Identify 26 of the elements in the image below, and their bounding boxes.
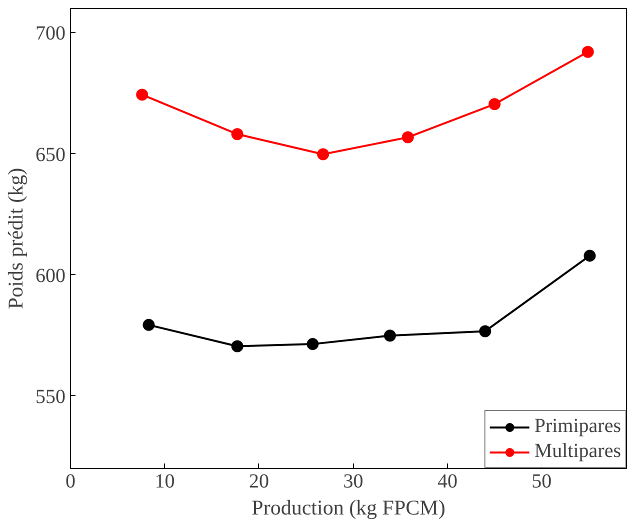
point [384,330,396,342]
point [488,98,501,110]
y-tick-label: 600 [36,264,66,287]
point [402,131,414,144]
x-tick-label: 40 [437,470,458,492]
x-tick-label: 50 [532,470,552,492]
point [231,340,244,352]
point [136,88,148,101]
y-axis-title: Poids prédit (kg) [4,168,28,310]
y-tick-label: 700 [36,22,66,45]
x-tick-label: 20 [248,470,269,492]
point [142,318,155,331]
point [479,325,492,338]
point [231,128,244,140]
legend-label: Primipares [534,415,621,438]
point [582,46,594,58]
point [317,148,330,160]
y-tick-label: 650 [36,144,66,166]
x-tick-label: 30 [343,470,364,492]
point [306,338,319,350]
x-tick-label: 10 [154,470,175,492]
x-tick-label: 0 [66,470,76,492]
point [584,250,596,262]
y-tick-label: 550 [36,386,66,408]
legend-label: Multipares [534,440,621,463]
x-axis-title: Production (kg FPCM) [252,496,446,520]
